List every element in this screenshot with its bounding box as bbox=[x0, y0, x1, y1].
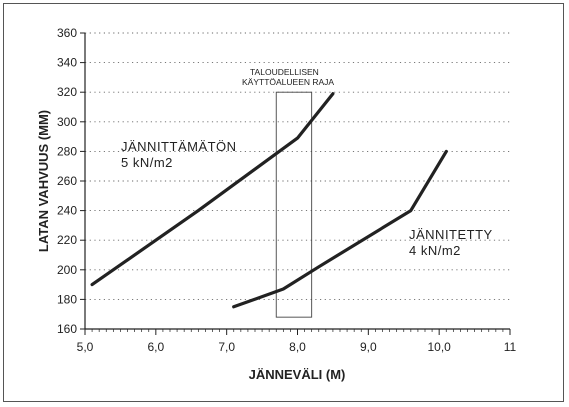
series-1-label: JÄNNITTÄMÄTÖN bbox=[121, 139, 237, 154]
series-1-load-label: 5 kN/m2 bbox=[121, 155, 173, 170]
series-lines bbox=[90, 92, 448, 309]
region-label-line2: KÄYTTÖALUEEN RAJA bbox=[242, 77, 334, 87]
gridlines bbox=[85, 32, 510, 300]
region-label-line1: TALOUDELLISEN bbox=[250, 67, 319, 77]
x-tick-label: 11 bbox=[504, 340, 517, 354]
x-tick-label: 5,0 bbox=[77, 340, 94, 354]
y-tick-label: 180 bbox=[57, 292, 77, 306]
chart-frame bbox=[3, 3, 564, 402]
x-tick-label: 7,0 bbox=[218, 340, 235, 354]
y-tick-label: 340 bbox=[57, 56, 77, 70]
x-tick-label: 9,0 bbox=[360, 340, 377, 354]
y-axis-title: LATAN VAHVUUS (MM) bbox=[36, 110, 51, 252]
y-tick-label: 220 bbox=[57, 233, 77, 247]
series-line-1 bbox=[90, 92, 335, 287]
axes bbox=[80, 32, 511, 335]
y-tick-label: 320 bbox=[57, 85, 77, 99]
x-axis-title: JÄNNEVÄLI (M) bbox=[249, 367, 346, 382]
y-tick-labels: 160 180 200 220 240 260 280 300 320 340 360 bbox=[57, 26, 77, 336]
x-tick-labels: 5,0 6,0 7,0 8,0 9,0 10,0 11 bbox=[77, 340, 517, 354]
series-2-label: JÄNNITETTY bbox=[409, 227, 493, 242]
economic-range-region bbox=[275, 91, 313, 318]
y-tick-label: 160 bbox=[57, 322, 77, 336]
x-tick-label: 10,0 bbox=[427, 340, 451, 354]
region-box bbox=[275, 91, 313, 318]
y-tick-label: 360 bbox=[57, 26, 77, 40]
y-tick-label: 240 bbox=[57, 204, 77, 218]
series-line-2 bbox=[232, 149, 448, 309]
x-tick-label: 6,0 bbox=[147, 340, 164, 354]
x-tick-label: 8,0 bbox=[289, 340, 306, 354]
y-tick-label: 260 bbox=[57, 174, 77, 188]
y-tick-label: 300 bbox=[57, 115, 77, 129]
y-tick-label: 200 bbox=[57, 263, 77, 277]
series-2-load-label: 4 kN/m2 bbox=[409, 243, 461, 258]
y-tick-label: 280 bbox=[57, 144, 77, 158]
